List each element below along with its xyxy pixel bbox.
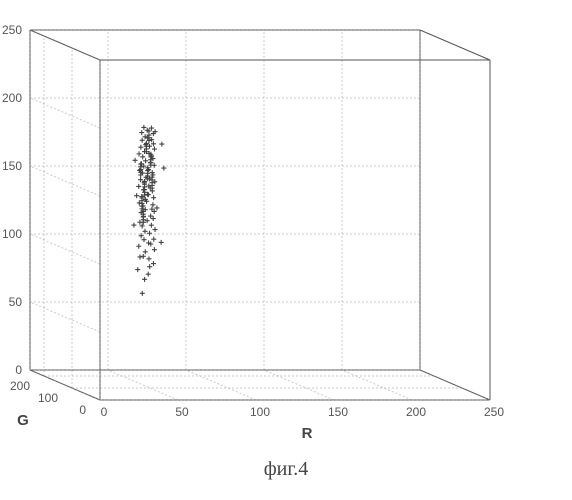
svg-text:G: G: [17, 412, 29, 429]
figure-caption: фиг.4: [0, 458, 572, 481]
svg-text:150: 150: [328, 405, 348, 419]
svg-text:100: 100: [2, 227, 22, 241]
svg-text:50: 50: [175, 405, 189, 419]
svg-text:0: 0: [101, 405, 108, 419]
svg-text:200: 200: [406, 405, 426, 419]
svg-text:250: 250: [484, 405, 504, 419]
svg-text:0: 0: [79, 403, 86, 417]
svg-text:50: 50: [9, 295, 23, 309]
svg-text:R: R: [302, 425, 313, 442]
svg-text:200: 200: [10, 379, 30, 393]
svg-text:100: 100: [250, 405, 270, 419]
svg-text:200: 200: [2, 91, 22, 105]
svg-text:250: 250: [2, 23, 22, 37]
scatter3d-plot: 0501001502002500100200050100150200250RGB: [0, 0, 572, 500]
svg-text:100: 100: [38, 391, 58, 405]
svg-text:0: 0: [15, 363, 22, 377]
svg-text:150: 150: [2, 159, 22, 173]
